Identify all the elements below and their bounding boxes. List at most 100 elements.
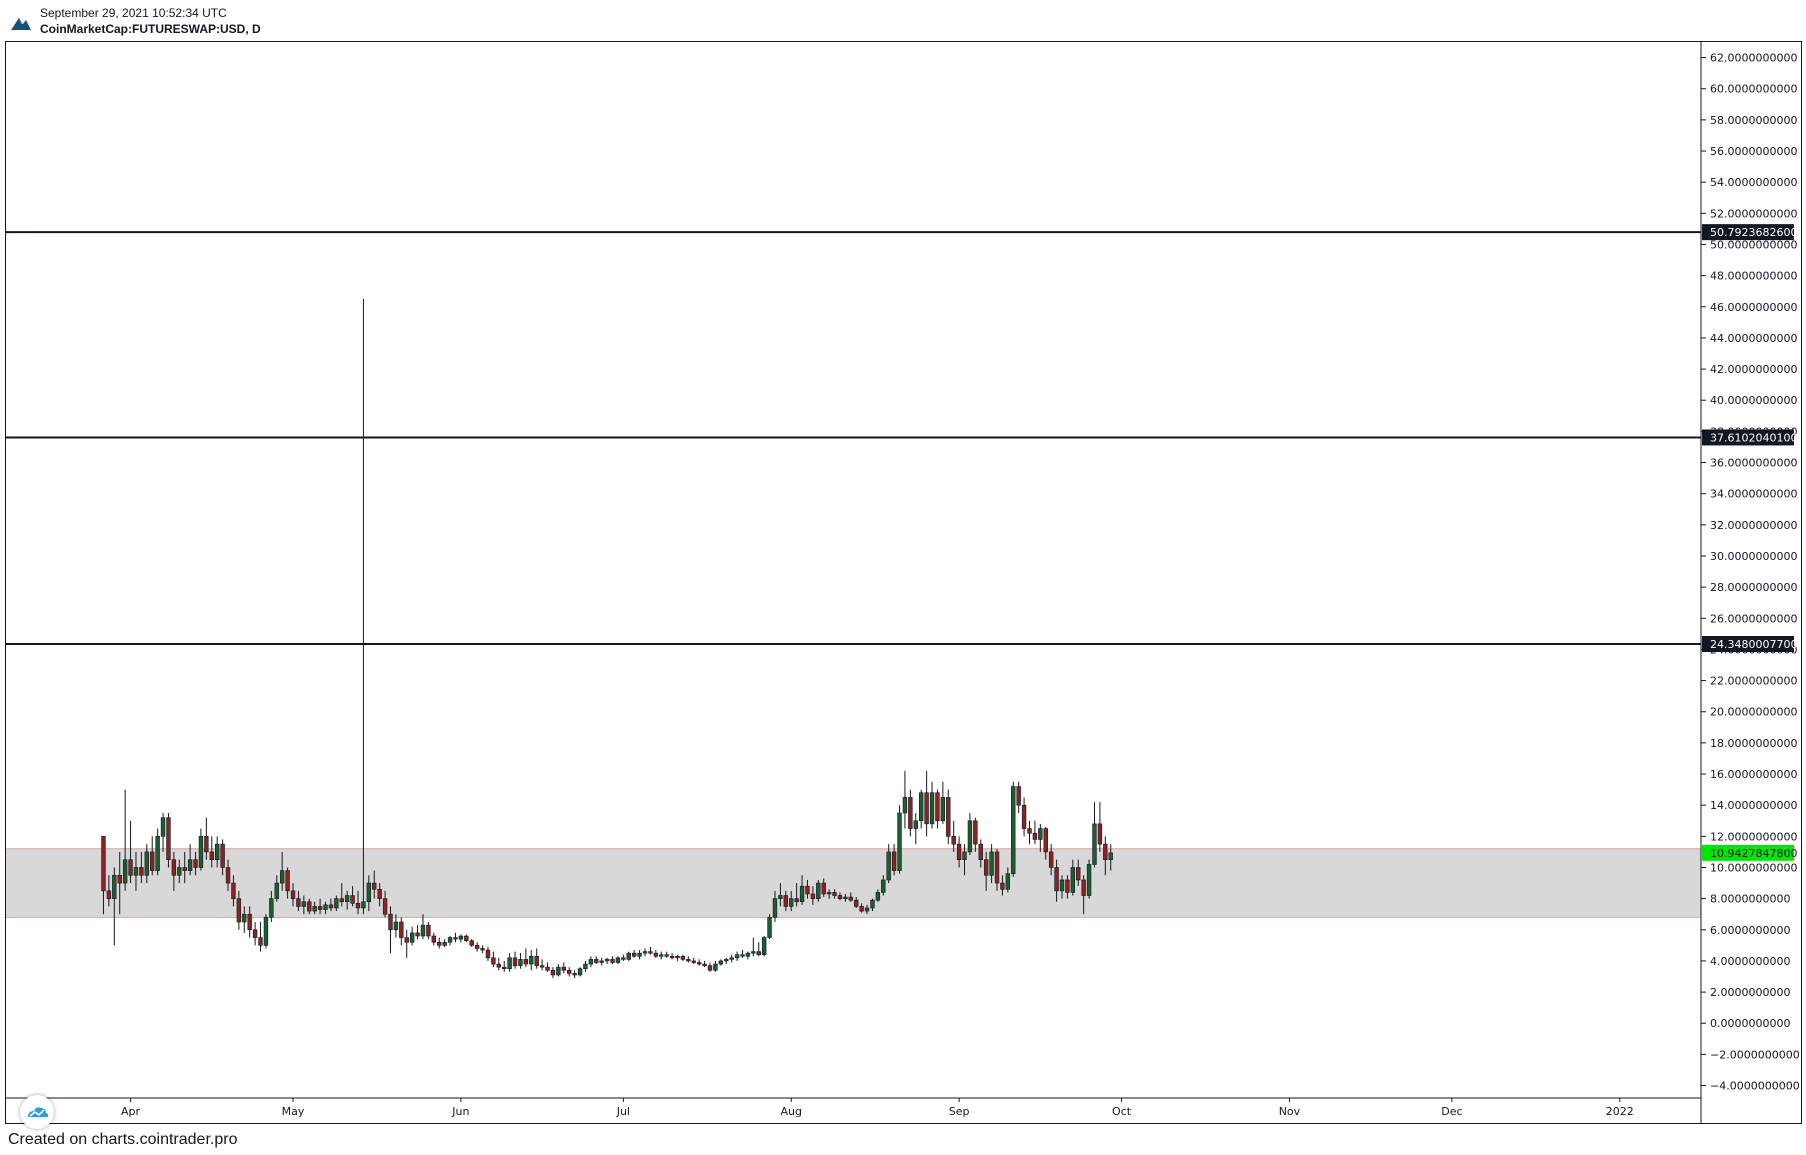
candle[interactable] (1048, 844, 1054, 876)
candle[interactable] (962, 844, 967, 876)
candle[interactable] (122, 789, 128, 891)
candle[interactable] (783, 890, 789, 912)
candle[interactable] (231, 875, 236, 907)
candle[interactable] (144, 844, 149, 884)
candle[interactable] (247, 906, 252, 938)
candle[interactable] (902, 770, 908, 829)
candle[interactable] (307, 898, 312, 915)
candle[interactable] (155, 828, 160, 876)
candle[interactable] (946, 789, 951, 845)
candle[interactable] (621, 954, 626, 961)
candle[interactable] (377, 883, 382, 907)
candle[interactable] (637, 950, 642, 960)
candle[interactable] (117, 851, 122, 915)
candle[interactable] (718, 959, 724, 966)
candle[interactable] (420, 914, 426, 940)
candle[interactable] (875, 889, 881, 902)
candle[interactable] (431, 932, 437, 946)
candle[interactable] (951, 820, 956, 852)
candle[interactable] (355, 890, 361, 915)
candle[interactable] (832, 889, 837, 899)
candle[interactable] (751, 937, 756, 957)
candle[interactable] (1005, 867, 1011, 893)
candle[interactable] (967, 812, 973, 856)
candle[interactable] (1076, 859, 1081, 887)
candle[interactable] (464, 934, 469, 943)
candle[interactable] (258, 922, 263, 952)
candle[interactable] (236, 890, 242, 930)
candle[interactable] (778, 883, 783, 907)
price-chart[interactable]: 62.0000000000 60.0000000000 58.0000000000 5… (6, 42, 1801, 1123)
candle[interactable] (512, 951, 518, 969)
candle[interactable] (734, 951, 740, 961)
candle[interactable] (702, 960, 707, 968)
candle[interactable] (469, 939, 474, 947)
candle[interactable] (924, 770, 929, 837)
candle[interactable] (864, 904, 870, 915)
candle[interactable] (870, 898, 875, 912)
candle[interactable] (859, 903, 864, 913)
candle[interactable] (761, 936, 767, 957)
candle[interactable] (599, 957, 604, 966)
candle[interactable] (1065, 875, 1070, 899)
candle[interactable] (913, 812, 918, 845)
candle[interactable] (973, 817, 978, 852)
candle[interactable] (242, 906, 247, 933)
candle[interactable] (507, 953, 512, 972)
candle[interactable] (225, 859, 231, 891)
candle[interactable] (686, 956, 691, 963)
candle[interactable] (529, 950, 534, 971)
candle[interactable] (588, 956, 594, 968)
candle[interactable] (610, 956, 615, 965)
candle[interactable] (350, 886, 355, 907)
candle[interactable] (572, 970, 577, 979)
candle[interactable] (534, 948, 539, 969)
candle[interactable] (837, 892, 843, 901)
candle[interactable] (1086, 859, 1092, 899)
candle[interactable] (502, 960, 507, 972)
candle[interactable] (908, 789, 913, 837)
candle[interactable] (312, 901, 317, 915)
candle[interactable] (518, 953, 523, 969)
candle[interactable] (101, 836, 106, 915)
candle[interactable] (740, 950, 745, 958)
candle[interactable] (994, 848, 1000, 891)
candle[interactable] (274, 875, 279, 902)
candle[interactable] (388, 906, 393, 954)
candle[interactable] (263, 914, 269, 949)
candle[interactable] (843, 893, 848, 902)
candle[interactable] (577, 967, 583, 977)
candle[interactable] (393, 914, 399, 938)
candle[interactable] (474, 942, 480, 952)
candle[interactable] (1081, 875, 1086, 915)
candle[interactable] (112, 867, 117, 946)
candle[interactable] (279, 851, 285, 891)
candle[interactable] (918, 789, 924, 829)
candle[interactable] (631, 950, 637, 958)
candle[interactable] (659, 951, 664, 960)
candle[interactable] (794, 883, 799, 907)
candle[interactable] (523, 948, 529, 968)
candle[interactable] (404, 929, 409, 958)
candle[interactable] (209, 836, 214, 868)
candle[interactable] (215, 836, 220, 868)
candle[interactable] (789, 890, 794, 912)
candle[interactable] (653, 950, 659, 958)
candle[interactable] (290, 883, 296, 907)
candle[interactable] (550, 967, 556, 979)
candle[interactable] (707, 962, 713, 972)
candle[interactable] (978, 839, 983, 868)
candle[interactable] (556, 964, 561, 977)
candle[interactable] (301, 895, 307, 915)
candle[interactable] (323, 901, 328, 915)
candle[interactable] (854, 897, 859, 908)
candle[interactable] (252, 922, 258, 946)
candle[interactable] (626, 951, 631, 961)
candle[interactable] (935, 789, 940, 829)
candle[interactable] (956, 836, 962, 868)
candle[interactable] (691, 957, 696, 965)
candle[interactable] (382, 890, 388, 918)
candle[interactable] (160, 812, 166, 852)
candle[interactable] (372, 870, 377, 899)
candle[interactable] (1054, 859, 1059, 902)
